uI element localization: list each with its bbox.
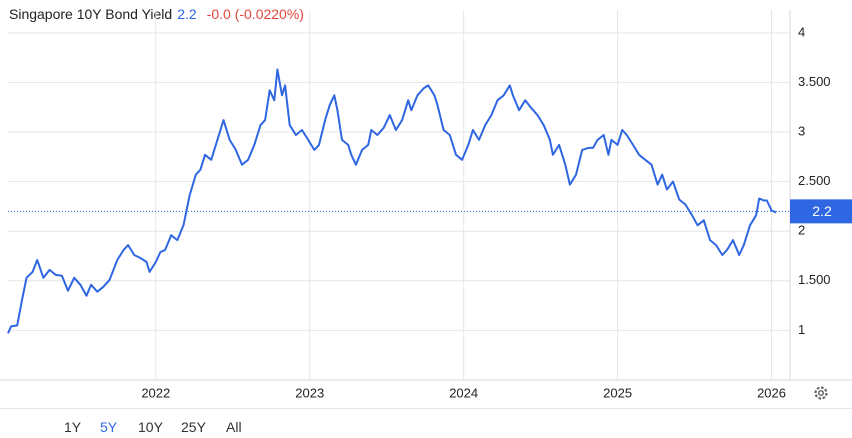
range-bar: 1Y 5Y 10Y 25Y All <box>0 408 852 438</box>
y-tick-label: 3.500 <box>798 74 831 89</box>
current-value-box <box>790 199 852 224</box>
y-tick-label: 2 <box>798 223 805 238</box>
current-value-label: 2.2 <box>812 203 832 219</box>
settings-icon[interactable] <box>814 386 828 400</box>
x-tick-label: 2022 <box>141 385 170 400</box>
y-tick-label: 3 <box>798 123 805 138</box>
range-button[interactable]: 25Y <box>181 419 206 435</box>
series-line <box>7 68 777 334</box>
chart-title: Singapore 10Y Bond Yield <box>9 6 172 22</box>
range-button[interactable]: 1Y <box>64 419 82 435</box>
x-tick-label: 2026 <box>757 385 786 400</box>
header: Singapore 10Y Bond Yield 2.2 -0.0 (-0.0220… <box>9 6 304 22</box>
y-tick-label: 2.500 <box>798 173 831 188</box>
last-value: 2.2 <box>177 6 197 22</box>
x-tick-label: 2024 <box>449 385 478 400</box>
change: -0.0 (-0.0220%) <box>207 6 304 22</box>
chart: Singapore 10Y Bond Yield 2.2 -0.0 (-0.0220… <box>0 6 852 400</box>
x-tick-label: 2025 <box>603 385 632 400</box>
x-tick-label: 2023 <box>295 385 324 400</box>
y-tick-label: 1 <box>798 322 805 337</box>
range-button[interactable]: 5Y <box>100 419 118 435</box>
y-tick-label: 4 <box>798 24 805 39</box>
range-button[interactable]: All <box>226 419 242 435</box>
range-button[interactable]: 10Y <box>138 419 163 435</box>
y-tick-label: 1.500 <box>798 272 831 287</box>
